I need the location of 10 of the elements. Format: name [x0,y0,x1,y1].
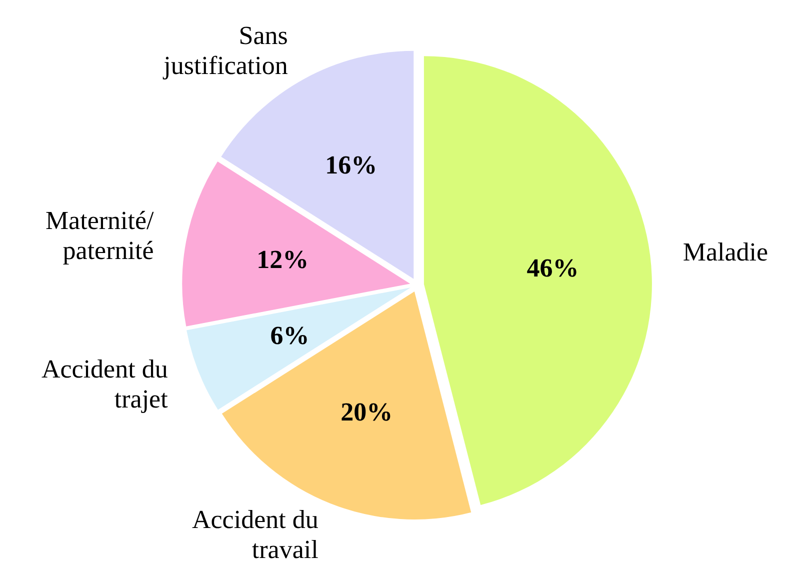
slice-label: Maternité/paternité [45,205,155,264]
data-label: 6% [270,320,310,350]
data-label: 46% [526,253,579,282]
data-label: 16% [325,150,378,180]
data-label: 20% [340,398,393,427]
slice-label: Sans justification [162,20,288,80]
slice-label: Accident du trajet [41,354,169,414]
slice-label: Accident du travail [192,504,318,564]
slice-label: Maladie [682,236,768,266]
data-label: 12% [256,244,309,274]
